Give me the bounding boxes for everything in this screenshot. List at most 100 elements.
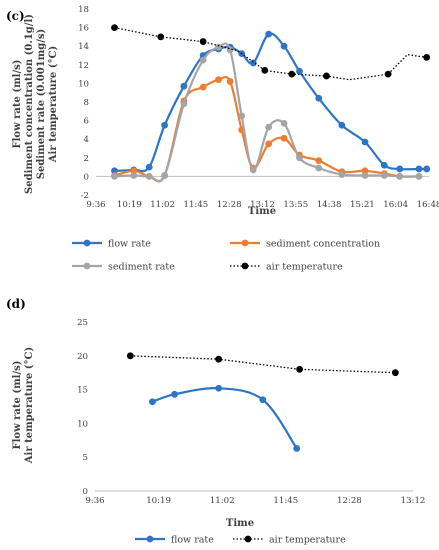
- panel-d-legend-label-flow-rate: flow rate: [171, 535, 214, 546]
- panel-c-legend-label-sediment-concentration: sediment concentration: [266, 239, 380, 250]
- panel-c-ylabel-2: Sediment concentration (0.1g/l): [24, 14, 35, 194]
- panel-c-series-flow-rate-point: [415, 165, 423, 173]
- panel-c-series-sediment-concentration-point: [280, 134, 288, 142]
- panel-c-series-sediment-rate-point: [415, 173, 423, 180]
- panel-c-ytick-label: 18: [78, 5, 89, 15]
- panel-c-series-sediment-rate-point: [145, 173, 153, 180]
- panel-c-series-sediment-rate-point: [238, 112, 246, 120]
- panel-c-series-sediment-rate-point: [130, 172, 138, 179]
- panel-c-series-air-temperature-point: [199, 38, 207, 45]
- panel-c-ytick-label: 12: [78, 61, 89, 71]
- panel-c-series-sediment-rate-point: [199, 56, 207, 64]
- panel-d-legend: flow rate air temperature: [135, 535, 346, 546]
- panel-c-ylabel-1: Flow rate (ml/s): [12, 60, 23, 149]
- panel-c-xtick-label: 9:36: [86, 200, 105, 210]
- panel-d-ytick-label: 15: [77, 386, 88, 396]
- panel-c-series-flow-rate-point: [111, 167, 118, 175]
- panel-c-series-air-temperature-point: [323, 72, 330, 80]
- panel-c-legend-marker-flow-rate: [83, 239, 91, 247]
- panel-c-series-sediment-rate-line: [114, 42, 420, 183]
- panel-c-ytick-label: -2: [81, 191, 89, 201]
- panel-c-xtick-label: 13:55: [283, 200, 308, 210]
- panel-c-xtick-label: 10:19: [117, 200, 142, 210]
- panel-c-series-sediment-concentration-point: [130, 167, 138, 175]
- panel-c-series-flow-rate-point: [423, 165, 431, 173]
- panel-d-xtick-label: 13:12: [401, 496, 426, 506]
- panel-c-series-flow-rate-point: [396, 165, 404, 173]
- panel-d-xtick-label: 9:36: [85, 496, 104, 506]
- panel-c-series-sediment-rate-point: [380, 172, 388, 179]
- panel-c-xtick-label: 13:12: [250, 200, 275, 210]
- panel-c-series-sediment-rate-point: [180, 100, 188, 108]
- panel-label-d: (d): [6, 297, 26, 311]
- panel-c-series-sediment-concentration-point: [226, 78, 234, 85]
- panel-d-ytick-label: 20: [77, 352, 88, 362]
- panel-c-series-sediment-concentration-point: [361, 167, 369, 175]
- panel-d-series-air-temperature-point: [126, 352, 134, 360]
- panel-c-ytick-label: 16: [78, 24, 89, 34]
- panel-d-ylabels: Flow rate (ml/s) Air temperature (°C): [12, 347, 35, 464]
- panel-c-legend-marker-air-temperature: [241, 262, 249, 270]
- panel-d-series-air-temperature-point: [296, 365, 304, 373]
- panel-c-ylabel-3: Sediment rate (0.001mg/s): [36, 29, 47, 180]
- panel-d-xtick-label: 11:45: [273, 496, 298, 506]
- panel-c-series-air-temperature-point: [423, 53, 431, 61]
- panel-c-ytick-label: 2: [84, 154, 89, 164]
- panel-c-series-flow-rate-point: [315, 94, 323, 102]
- panel-c-ytick-label: 0: [84, 172, 89, 182]
- panel-d-series-air-temperature-point: [215, 355, 223, 363]
- panel-c-series-sediment-rate-point: [111, 173, 118, 180]
- panel-c-xtick-label: 11:02: [150, 200, 175, 210]
- panel-c-series-air-temperature-point: [157, 33, 165, 41]
- panel-d-series-flow-rate-point: [215, 384, 223, 392]
- panel-c-series-flow-rate-point: [265, 30, 273, 38]
- panel-c-legend-marker-sediment-rate: [83, 262, 91, 270]
- panel-c-series-flow-rate-point: [180, 82, 188, 90]
- panel-c-series-air-temperature-point: [384, 70, 392, 78]
- panel-c-ytick-label: 4: [84, 135, 90, 145]
- panel-d-series-flow-rate-point: [149, 398, 156, 406]
- panel-d-ytick-label: 0: [83, 487, 88, 497]
- panel-c-series-flow-rate-point: [249, 59, 257, 67]
- panel-c-series-flow-rate-point: [280, 42, 288, 50]
- panel-c-xtick-label: 16:04: [383, 200, 408, 210]
- panel-c-legend-label-flow-rate: flow rate: [108, 239, 151, 250]
- panel-c-ytick-label: 6: [84, 117, 89, 127]
- panel-d-xtick-label: 10:19: [146, 496, 171, 506]
- panel-c-series-sediment-concentration-point: [265, 140, 273, 148]
- panel-c-xtick-label: 12:28: [217, 200, 242, 210]
- panel-c-series-sediment-concentration-point: [315, 157, 323, 164]
- panel-c-series-sediment-rate-point: [361, 172, 369, 179]
- panel-d-legend-marker-air-temperature: [244, 535, 252, 543]
- panel-c-ylabel-4: Air temperature (°C): [48, 46, 59, 163]
- panel-c-series-flow-rate-point: [161, 121, 169, 129]
- panel-c-series-sediment-rate-point: [215, 43, 222, 51]
- panel-d-ylabel-1: Flow rate (ml/s): [12, 361, 23, 450]
- panel-d-series-flow-rate-point: [171, 390, 178, 398]
- panel-c-xtick-label: 14:38: [317, 200, 342, 210]
- panel-c-xtick-label: 15:21: [350, 200, 375, 210]
- panel-c-series-sediment-rate-point: [296, 154, 303, 162]
- panel-c: (c) Flow rate (ml/s) Sediment concentrat…: [6, 5, 439, 273]
- panel-c-series-sediment-rate-point: [338, 171, 346, 178]
- panel-d-legend-marker-flow-rate: [146, 535, 154, 543]
- panel-c-legend-label-air-temperature: air temperature: [266, 262, 343, 273]
- panel-c-series-flow-rate-point: [380, 161, 388, 169]
- panel-c-ytick-label: 14: [78, 42, 89, 52]
- panel-c-xlabel: Time: [248, 206, 276, 217]
- panel-c-series-sediment-rate-point: [396, 173, 404, 180]
- panel-d: (d) Flow rate (ml/s) Air temperature (°C…: [6, 297, 425, 546]
- panel-c-series-flow-rate-point: [296, 67, 303, 75]
- panel-label-c: (c): [6, 9, 25, 23]
- panel-c-series-sediment-rate-point: [161, 172, 169, 179]
- panel-c-series-sediment-concentration-point: [215, 76, 222, 84]
- panel-c-ytick-label: 8: [84, 98, 89, 108]
- panel-d-ylabel-2: Air temperature (°C): [24, 347, 35, 464]
- panel-c-series-flow-rate-point: [145, 163, 153, 171]
- panel-d-xtick-label: 11:02: [210, 496, 235, 506]
- panel-d-series-air-temperature-line: [130, 355, 396, 374]
- panel-c-series-flow-rate-line: [114, 32, 427, 173]
- panel-c-series-sediment-rate-point: [315, 164, 323, 172]
- panel-c-series-flow-rate-point: [361, 138, 369, 146]
